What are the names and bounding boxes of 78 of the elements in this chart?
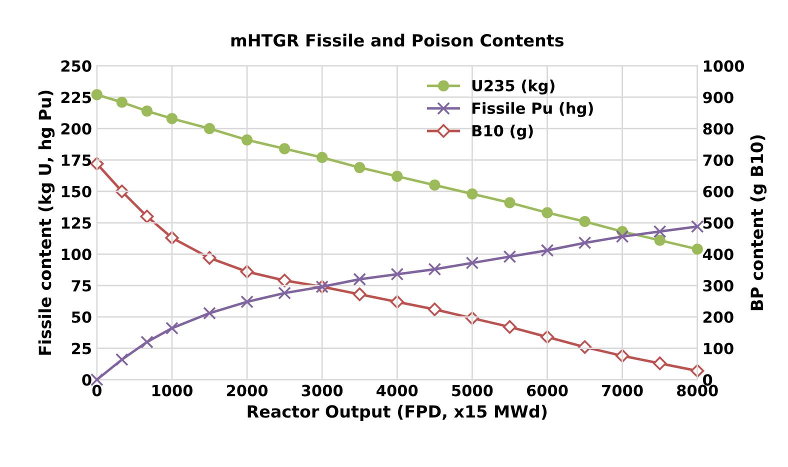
y2-tick-label: 1000 — [704, 60, 744, 72]
y-tick-label: 100 — [62, 248, 92, 260]
point — [654, 234, 666, 246]
y-tick-label: 25 — [72, 342, 91, 354]
point — [166, 322, 178, 335]
point — [504, 197, 516, 208]
point — [352, 288, 366, 302]
legend-label: U235 (kg) — [472, 80, 554, 94]
y2-tick-label: 700 — [703, 154, 734, 166]
point — [279, 143, 290, 154]
point — [141, 105, 153, 117]
point — [240, 295, 254, 308]
y-tick-label: 150 — [62, 186, 92, 198]
y-tick-label: 225 — [61, 92, 91, 104]
point — [466, 256, 479, 270]
y2-tick-label: 200 — [703, 311, 734, 323]
point — [278, 274, 292, 288]
x-tick-label: 3000 — [302, 384, 343, 396]
y2-axis-title: BP content (g B10) — [750, 135, 767, 310]
y2-tick-label: 400 — [702, 248, 734, 260]
point — [116, 96, 128, 108]
point — [166, 113, 178, 124]
y-tick-label: 250 — [61, 60, 92, 72]
point — [140, 210, 154, 224]
y-tick-label: 75 — [72, 280, 91, 292]
point — [692, 244, 703, 255]
x-axis-title: Reactor Output (FPD, x15 MWd) — [248, 404, 547, 422]
point — [202, 251, 216, 265]
legend-label: Fissile Pu (hg) — [472, 102, 593, 118]
chart-title: mHTGR Fissile and Poison Contents — [231, 34, 564, 47]
point — [91, 89, 102, 100]
point — [429, 180, 440, 191]
x-tick-label: 4000 — [376, 384, 418, 396]
x-tick-label: 7000 — [602, 384, 643, 396]
y-axis-title: Fissile content (kg U, hg Pu) — [38, 90, 55, 355]
point — [278, 286, 292, 300]
point — [540, 244, 554, 257]
y2-tick-label: 0 — [702, 374, 712, 386]
y2-tick-label: 800 — [703, 123, 734, 135]
y-tick-label: 50 — [72, 311, 92, 323]
point — [502, 320, 517, 334]
x-tick-label: 2000 — [226, 384, 268, 396]
y2-tick-label: 100 — [704, 342, 734, 354]
point — [616, 230, 629, 244]
point — [392, 170, 403, 182]
point — [503, 250, 516, 264]
point — [653, 356, 667, 370]
point — [354, 162, 366, 174]
point — [241, 134, 253, 146]
point — [428, 262, 442, 276]
x-tick-label: 5000 — [452, 384, 493, 396]
point — [115, 353, 128, 366]
y-tick-label: 200 — [61, 123, 92, 135]
y-tick-label: 125 — [62, 217, 91, 229]
legend-label: B10 (g) — [472, 124, 533, 140]
point — [690, 220, 704, 233]
y2-tick-label: 600 — [703, 186, 734, 198]
point — [140, 336, 154, 348]
y2-tick-label: 300 — [703, 280, 734, 292]
point — [653, 225, 666, 238]
point — [390, 268, 404, 281]
y-tick-label: 0 — [82, 374, 92, 386]
point — [203, 306, 216, 320]
x-tick-label: 0 — [92, 384, 102, 396]
point — [542, 207, 553, 218]
point — [579, 216, 590, 228]
point — [316, 152, 328, 164]
x-tick-label: 8000 — [677, 384, 718, 396]
point — [428, 302, 442, 316]
x-tick-label: 1000 — [152, 384, 193, 396]
point — [578, 236, 592, 250]
point — [204, 123, 216, 134]
y-tick-label: 175 — [62, 154, 91, 166]
y2-tick-label: 500 — [703, 217, 734, 229]
y2-tick-label: 900 — [703, 92, 734, 104]
point — [353, 272, 366, 286]
point — [466, 188, 478, 200]
x-tick-label: 6000 — [526, 384, 568, 396]
